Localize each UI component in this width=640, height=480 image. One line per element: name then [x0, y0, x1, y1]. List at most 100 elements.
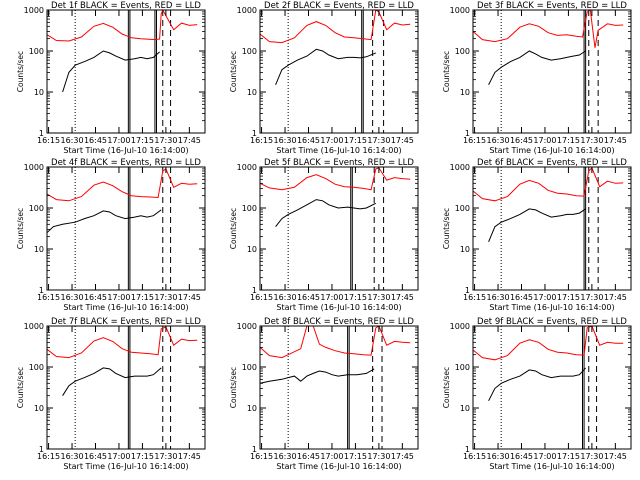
x-tick-label: 17:15 [344, 452, 367, 461]
plot-frame [472, 325, 632, 450]
x-tick-label: 16:45 [297, 136, 320, 145]
y-tick-label: 1000 [237, 322, 257, 331]
plot-frame [259, 325, 419, 450]
plot-frame [472, 9, 632, 134]
x-tick-label: 17:30 [580, 136, 603, 145]
y-axis-label: Counts/sec [16, 208, 25, 249]
chart-title: Det 8f BLACK = Events, RED = LLD [264, 317, 414, 327]
x-tick-label: 16:30 [60, 293, 83, 302]
x-tick-label: 17:00 [107, 136, 130, 145]
x-tick-label: 16:30 [273, 136, 296, 145]
y-tick-label: 1 [252, 445, 257, 454]
y-tick-label: 10 [460, 245, 470, 254]
y-tick-label: 100 [29, 47, 44, 56]
y-tick-label: 1000 [24, 322, 44, 331]
plot-frame [259, 166, 419, 291]
y-tick-label: 100 [29, 204, 44, 213]
chart-title: Det 1f BLACK = Events, RED = LLD [51, 1, 201, 11]
x-tick-label: 17:30 [154, 452, 177, 461]
y-axis-label: Counts/sec [16, 51, 25, 92]
y-axis-label: Counts/sec [229, 51, 238, 92]
x-tick-label: 16:15 [463, 293, 486, 302]
x-tick-label: 16:45 [510, 452, 533, 461]
y-tick-label: 100 [455, 47, 470, 56]
plot-frame [259, 9, 419, 134]
lld-series-line [472, 325, 624, 361]
y-tick-label: 10 [247, 88, 257, 97]
events-series-line [275, 199, 377, 228]
x-axis-label: Start Time (16-Jul-10 16:14:00) [489, 146, 614, 155]
x-tick-label: 17:15 [344, 136, 367, 145]
x-tick-label: 16:30 [486, 293, 509, 302]
chart-panel-7: Det 7f BLACK = Events, RED = LLD 1 10 100 10… [16, 317, 206, 471]
x-tick-label: 17:15 [131, 452, 154, 461]
y-tick-label: 1000 [24, 6, 44, 15]
y-tick-label: 1 [39, 445, 44, 454]
events-series-line [488, 50, 586, 86]
y-tick-label: 1000 [237, 6, 257, 15]
events-series-line [488, 208, 586, 242]
x-axis-label: Start Time (16-Jul-10 16:14:00) [276, 462, 401, 471]
x-axis-label: Start Time (16-Jul-10 16:14:00) [63, 303, 188, 312]
y-tick-label: 100 [455, 204, 470, 213]
x-tick-label: 17:30 [154, 293, 177, 302]
x-tick-label: 17:00 [320, 293, 343, 302]
events-series-line [259, 368, 375, 384]
x-tick-label: 17:30 [367, 136, 390, 145]
events-series-line [46, 209, 162, 234]
chart-title: Det 7f BLACK = Events, RED = LLD [51, 317, 201, 327]
x-tick-label: 16:15 [37, 136, 60, 145]
y-tick-label: 10 [247, 404, 257, 413]
x-axis-label: Start Time (16-Jul-10 16:14:00) [276, 146, 401, 155]
y-tick-label: 1 [252, 286, 257, 295]
y-axis-label: Counts/sec [229, 367, 238, 408]
x-tick-label: 17:15 [131, 293, 154, 302]
x-tick-label: 16:45 [297, 452, 320, 461]
x-tick-label: 17:00 [533, 136, 556, 145]
chart-panel-8: Det 8f BLACK = Events, RED = LLD 1 10 100 10… [229, 317, 419, 471]
y-tick-label: 1 [39, 129, 44, 138]
x-tick-label: 17:30 [154, 136, 177, 145]
chart-panel-4: Det 4f BLACK = Events, RED = LLD 1 10 100 10… [16, 158, 206, 312]
x-tick-label: 16:30 [273, 452, 296, 461]
y-axis-label: Counts/sec [442, 51, 451, 92]
x-tick-label: 17:00 [533, 452, 556, 461]
chart-panel-3: Det 3f BLACK = Events, RED = LLD 1 10 100 10… [442, 1, 632, 155]
lld-series-line [259, 325, 411, 359]
x-tick-label: 16:45 [84, 293, 107, 302]
x-tick-label: 16:45 [84, 452, 107, 461]
chart-title: Det 6f BLACK = Events, RED = LLD [477, 158, 627, 168]
chart-panel-9: Det 9f BLACK = Events, RED = LLD 1 10 100 10… [442, 317, 632, 471]
y-tick-label: 10 [460, 88, 470, 97]
x-tick-label: 16:15 [463, 452, 486, 461]
y-axis-label: Counts/sec [442, 367, 451, 408]
x-tick-label: 17:00 [107, 452, 130, 461]
x-tick-label: 16:15 [37, 452, 60, 461]
events-series-line [275, 48, 376, 85]
y-tick-label: 1000 [24, 163, 44, 172]
lld-series-line [259, 9, 411, 44]
y-tick-label: 100 [242, 204, 257, 213]
x-tick-label: 16:30 [273, 293, 296, 302]
x-tick-label: 17:30 [367, 293, 390, 302]
x-tick-label: 16:15 [37, 293, 60, 302]
x-tick-label: 17:45 [604, 136, 627, 145]
y-tick-label: 100 [455, 363, 470, 372]
x-tick-label: 17:45 [604, 293, 627, 302]
x-tick-label: 16:45 [297, 293, 320, 302]
lld-series-line [46, 168, 198, 202]
lld-series-line [472, 9, 624, 48]
y-axis-label: Counts/sec [442, 208, 451, 249]
x-axis-label: Start Time (16-Jul-10 16:14:00) [276, 303, 401, 312]
y-tick-label: 10 [34, 88, 44, 97]
y-tick-label: 1000 [450, 163, 470, 172]
chart-title: Det 5f BLACK = Events, RED = LLD [264, 158, 414, 168]
y-tick-label: 1000 [450, 322, 470, 331]
y-tick-label: 1 [39, 286, 44, 295]
x-tick-label: 17:15 [131, 136, 154, 145]
chart-title: Det 3f BLACK = Events, RED = LLD [477, 1, 627, 11]
y-tick-label: 100 [29, 363, 44, 372]
x-tick-label: 17:45 [604, 452, 627, 461]
x-tick-label: 17:45 [178, 136, 201, 145]
